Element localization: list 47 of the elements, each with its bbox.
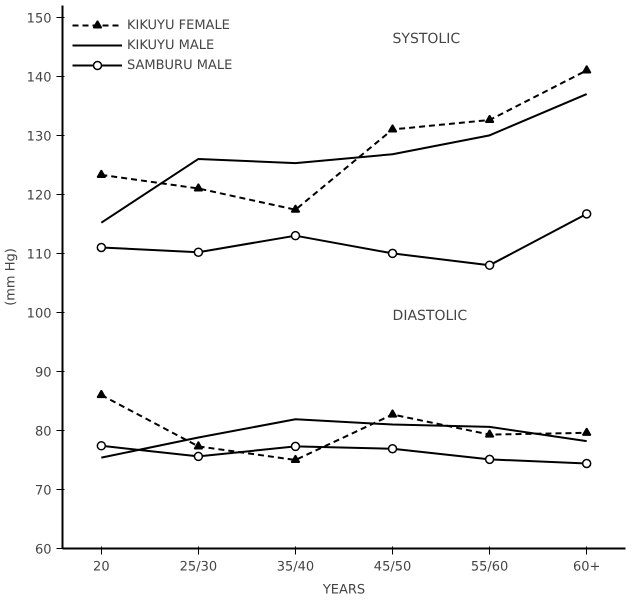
y-tick-label: 110 xyxy=(26,247,52,262)
y-tick-label: 100 xyxy=(26,306,52,322)
point xyxy=(194,247,204,257)
point xyxy=(484,260,494,270)
legend-label: KIKUYU FEMALE xyxy=(127,18,230,32)
point xyxy=(582,209,592,219)
y-tick-label: 140 xyxy=(26,70,52,86)
point xyxy=(290,204,300,213)
point xyxy=(96,441,106,451)
point xyxy=(194,441,204,450)
point xyxy=(388,444,398,454)
point xyxy=(484,114,494,124)
x-tick-label: 20 xyxy=(93,560,110,574)
point xyxy=(388,124,398,133)
point xyxy=(582,427,592,436)
x-tick-label: 60+ xyxy=(572,560,600,574)
y-tick-label: 70 xyxy=(34,483,52,498)
x-tick-label: 55/60 xyxy=(470,560,508,574)
y-axis-title: (mm Hg) xyxy=(4,248,19,306)
point xyxy=(194,452,204,462)
y-tick-label: 90 xyxy=(34,365,52,380)
x-tick-label: 45/50 xyxy=(374,560,412,574)
point xyxy=(194,183,204,192)
legend-label: SAMBURU MALE xyxy=(127,58,232,72)
point xyxy=(582,458,592,468)
x-tick-label: 25/30 xyxy=(180,560,218,574)
point xyxy=(484,429,494,438)
x-axis-title: YEARS xyxy=(322,582,366,598)
y-tick-label: 150 xyxy=(26,11,52,26)
point xyxy=(290,230,300,240)
point xyxy=(96,170,106,178)
point xyxy=(388,248,398,258)
y-tick-label: 120 xyxy=(26,188,52,204)
x-tick-label: 35/40 xyxy=(276,560,314,574)
point xyxy=(290,454,300,464)
point xyxy=(582,65,592,74)
point xyxy=(290,442,300,452)
point xyxy=(96,390,106,398)
y-tick-label: 130 xyxy=(26,129,52,144)
annotation: DIASTOLIC xyxy=(392,308,468,324)
legend-label: KIKUYU MALE xyxy=(127,38,214,52)
y-tick-label: 80 xyxy=(34,424,52,440)
y-tick-label: 60 xyxy=(34,542,52,558)
annotation: SYSTOLIC xyxy=(392,30,460,47)
point xyxy=(484,454,494,464)
point xyxy=(388,409,398,418)
point xyxy=(96,242,106,252)
